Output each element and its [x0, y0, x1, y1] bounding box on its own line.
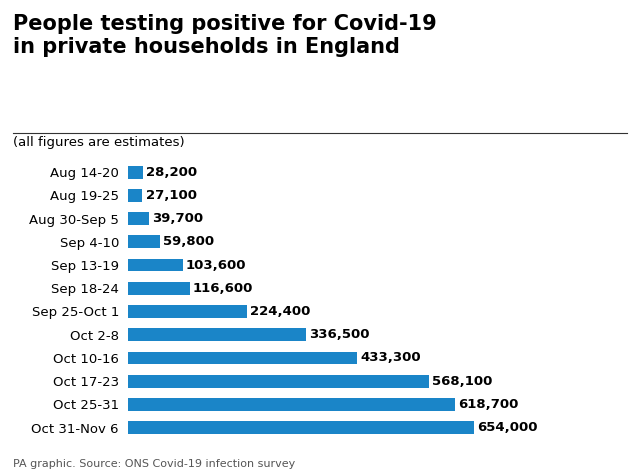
Text: 568,100: 568,100 — [432, 375, 492, 387]
Text: 59,800: 59,800 — [163, 235, 214, 248]
Bar — [128, 236, 159, 248]
Bar — [128, 375, 429, 387]
Text: 27,100: 27,100 — [145, 189, 196, 202]
Text: 224,400: 224,400 — [250, 305, 310, 318]
Text: 433,300: 433,300 — [360, 351, 421, 365]
Bar — [128, 282, 189, 295]
Text: 39,700: 39,700 — [152, 212, 204, 225]
Text: 28,200: 28,200 — [146, 166, 197, 178]
Text: 103,600: 103,600 — [186, 258, 246, 271]
Text: 654,000: 654,000 — [477, 421, 538, 434]
Text: 116,600: 116,600 — [193, 282, 253, 295]
Bar — [128, 305, 247, 318]
Bar — [128, 398, 455, 411]
Text: (all figures are estimates): (all figures are estimates) — [13, 136, 184, 149]
Bar — [128, 212, 149, 225]
Text: 336,500: 336,500 — [309, 328, 370, 341]
Bar — [128, 258, 183, 271]
Text: People testing positive for Covid-19
in private households in England: People testing positive for Covid-19 in … — [13, 14, 436, 58]
Text: PA graphic. Source: ONS Covid-19 infection survey: PA graphic. Source: ONS Covid-19 infecti… — [13, 459, 295, 469]
Bar — [128, 328, 306, 341]
Text: 618,700: 618,700 — [458, 398, 519, 411]
Bar — [128, 189, 142, 202]
Bar — [128, 352, 357, 364]
Bar — [128, 166, 143, 178]
Bar — [128, 421, 474, 434]
